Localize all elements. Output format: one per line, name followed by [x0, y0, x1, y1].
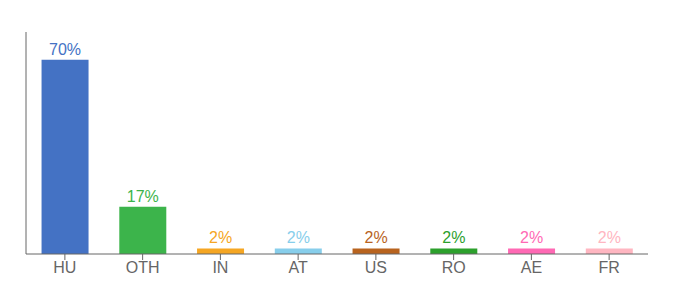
svg-text:OTH: OTH [126, 259, 160, 276]
svg-text:FR: FR [598, 259, 619, 276]
svg-text:HU: HU [53, 259, 76, 276]
svg-text:2%: 2% [442, 229, 465, 246]
svg-text:IN: IN [212, 259, 228, 276]
svg-text:2%: 2% [209, 229, 232, 246]
svg-text:US: US [365, 259, 387, 276]
svg-text:AT: AT [288, 259, 307, 276]
svg-text:2%: 2% [287, 229, 310, 246]
svg-text:2%: 2% [364, 229, 387, 246]
svg-text:AE: AE [521, 259, 542, 276]
svg-text:70%: 70% [49, 41, 81, 58]
svg-text:17%: 17% [127, 188, 159, 205]
svg-text:RO: RO [442, 259, 466, 276]
svg-text:2%: 2% [598, 229, 621, 246]
svg-text:2%: 2% [520, 229, 543, 246]
